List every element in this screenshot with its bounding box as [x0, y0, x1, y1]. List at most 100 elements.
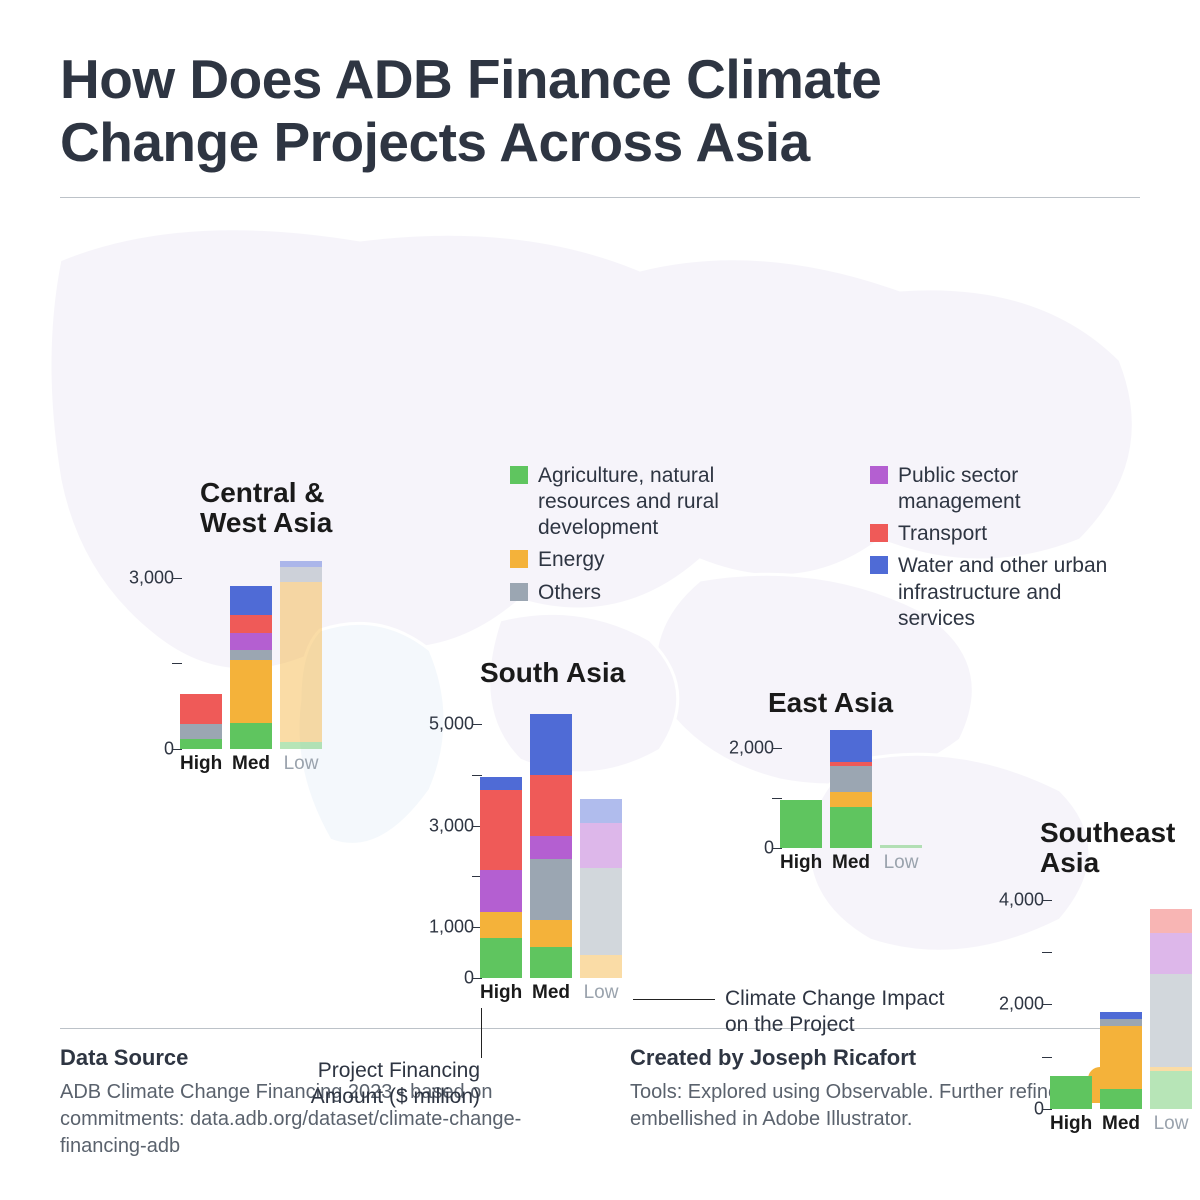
- legend-label: Others: [538, 580, 601, 606]
- bar-high: [180, 694, 222, 749]
- segment-others: [1150, 974, 1192, 1067]
- segment-others: [280, 567, 322, 582]
- x-label: High: [1050, 1113, 1092, 1135]
- segment-energy: [530, 920, 572, 946]
- legend-swatch: [510, 466, 528, 484]
- segment-water: [280, 561, 322, 568]
- legend-swatch: [510, 550, 528, 568]
- bar-low: [580, 799, 622, 978]
- segment-others: [830, 766, 872, 792]
- segment-energy: [1100, 1026, 1142, 1089]
- bar-med: [1100, 1012, 1142, 1109]
- legend-label: Public sector management: [898, 463, 1140, 516]
- y-tick-label: 0: [764, 838, 780, 859]
- chart-area: 02,0004,000HighMedLow: [1050, 889, 1192, 1109]
- segment-water: [830, 730, 872, 762]
- bars-row: [480, 714, 622, 979]
- segment-public: [1150, 933, 1192, 974]
- legend-item-energy: Energy: [510, 547, 780, 573]
- segment-agriculture: [530, 947, 572, 979]
- legend-label: Water and other urban infrastructure and…: [898, 553, 1140, 632]
- infographic-page: How Does ADB Finance Climate Change Proj…: [0, 0, 1200, 1200]
- chart-sa: South Asia01,0003,0005,000HighMedLow: [480, 658, 625, 979]
- x-label: Low: [1150, 1113, 1192, 1135]
- legend-item-transport: Transport: [870, 521, 1140, 547]
- legend-swatch: [510, 583, 528, 601]
- segment-energy: [280, 582, 322, 742]
- legend-swatch: [870, 524, 888, 542]
- legend-label: Agriculture, natural resources and rural…: [538, 463, 780, 542]
- legend-swatch: [870, 556, 888, 574]
- chart-ea: East Asia02,000HighMedLow: [780, 688, 922, 849]
- y-tick-label: 5,000: [429, 713, 480, 734]
- x-label: High: [180, 753, 222, 775]
- x-labels: High Med Low: [1050, 1113, 1192, 1135]
- segment-agriculture: [780, 800, 822, 848]
- segment-transport: [230, 615, 272, 632]
- y-tick-label: 3,000: [129, 567, 180, 588]
- segment-public: [580, 823, 622, 869]
- segment-public: [480, 870, 522, 912]
- segment-transport: [530, 775, 572, 836]
- segment-transport: [1150, 909, 1192, 933]
- segment-others: [180, 724, 222, 739]
- x-label: Low: [580, 982, 622, 1004]
- chart-area: 03,000HighMedLow: [180, 549, 322, 749]
- segment-energy: [230, 660, 272, 723]
- x-labels: High Med Low: [180, 753, 322, 775]
- y-tick-label: 1,000: [429, 917, 480, 938]
- y-tick-label: 0: [464, 968, 480, 989]
- bar-high: [480, 777, 522, 979]
- footer: Data Source ADB Climate Change Financing…: [60, 1028, 1140, 1160]
- bar-med: [230, 586, 272, 749]
- segment-agriculture: [1050, 1076, 1092, 1110]
- x-labels: HighMedLow: [780, 852, 922, 874]
- x-label: Low: [880, 852, 922, 874]
- title-rule: [60, 197, 1140, 198]
- legend-item-others: Others: [510, 580, 780, 606]
- legend: Agriculture, natural resources and rural…: [510, 463, 1140, 633]
- chart-sea: Southeast Asia02,0004,000HighMedLow: [1050, 818, 1192, 1110]
- x-label: Med: [230, 753, 272, 775]
- x-labels: HighMedLow: [480, 982, 622, 1004]
- y-tick-label: 2,000: [999, 994, 1050, 1015]
- segment-water: [230, 586, 272, 616]
- chart-title: Southeast Asia: [1040, 818, 1182, 880]
- segment-agriculture: [180, 739, 222, 749]
- chart-cwa: Central & West Asia03,000HighMedLow: [180, 478, 322, 750]
- legend-item-public: Public sector management: [870, 463, 1140, 516]
- segment-energy: [1150, 1067, 1192, 1071]
- segment-agriculture: [1150, 1071, 1192, 1109]
- segment-water: [1100, 1012, 1142, 1019]
- page-title: How Does ADB Finance Climate Change Proj…: [60, 48, 1040, 175]
- segment-water: [530, 714, 572, 775]
- bar-low: [280, 561, 322, 750]
- chart-title: Central & West Asia: [200, 478, 342, 540]
- segment-agriculture: [480, 938, 522, 979]
- x-label: Med: [1100, 1113, 1142, 1135]
- footer-columns: Data Source ADB Climate Change Financing…: [60, 1045, 1140, 1160]
- bars-row: [180, 561, 322, 750]
- segment-others: [230, 650, 272, 660]
- bar-high: [1050, 1076, 1092, 1110]
- segment-others: [1100, 1019, 1142, 1026]
- x-label: Low: [280, 753, 322, 775]
- chart-area: 02,000HighMedLow: [780, 728, 922, 848]
- segment-transport: [180, 694, 222, 724]
- segment-others: [580, 868, 622, 955]
- bar-low: [1150, 909, 1192, 1109]
- segment-energy: [580, 955, 622, 978]
- segment-transport: [480, 790, 522, 870]
- y-tick-label: 4,000: [999, 889, 1050, 910]
- chart-title: South Asia: [480, 658, 625, 689]
- annotation-amount: Project Financing Amount ($ million): [300, 1058, 480, 1111]
- segment-water: [480, 777, 522, 790]
- bar-med: [830, 730, 872, 848]
- annotation-impact: Climate Change Impact on the Project: [725, 986, 965, 1039]
- segment-agriculture: [1100, 1089, 1142, 1109]
- legend-item-agriculture: Agriculture, natural resources and rural…: [510, 463, 780, 542]
- legend-label: Energy: [538, 547, 605, 573]
- segment-others: [530, 859, 572, 920]
- footer-rule: [60, 1028, 1140, 1029]
- bar-high: [780, 800, 822, 848]
